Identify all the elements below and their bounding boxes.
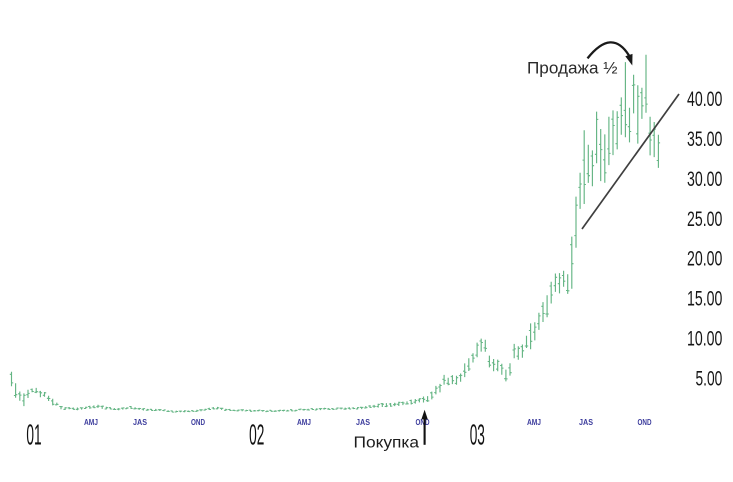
svg-text:Продажа ½: Продажа ½ <box>527 59 618 78</box>
svg-text:10.00: 10.00 <box>687 327 722 351</box>
svg-text:AMJ: AMJ <box>297 418 311 427</box>
svg-text:35.00: 35.00 <box>687 127 722 151</box>
svg-text:01: 01 <box>26 420 41 452</box>
svg-text:OND: OND <box>416 418 430 427</box>
svg-text:02: 02 <box>249 420 264 452</box>
svg-text:AMJ: AMJ <box>527 418 541 427</box>
svg-text:5.00: 5.00 <box>696 367 723 391</box>
svg-text:Покупка: Покупка <box>354 434 420 451</box>
svg-text:OND: OND <box>191 418 205 427</box>
svg-text:30.00: 30.00 <box>687 167 722 191</box>
svg-text:JAS: JAS <box>133 418 148 427</box>
svg-text:03: 03 <box>470 420 485 452</box>
svg-text:JAS: JAS <box>356 418 371 427</box>
svg-text:25.00: 25.00 <box>687 207 722 231</box>
svg-text:AMJ: AMJ <box>84 418 98 427</box>
svg-text:15.00: 15.00 <box>687 287 722 311</box>
svg-text:JAS: JAS <box>579 418 594 427</box>
svg-text:40.00: 40.00 <box>687 87 722 111</box>
svg-text:20.00: 20.00 <box>687 247 722 271</box>
svg-text:OND: OND <box>638 418 652 427</box>
